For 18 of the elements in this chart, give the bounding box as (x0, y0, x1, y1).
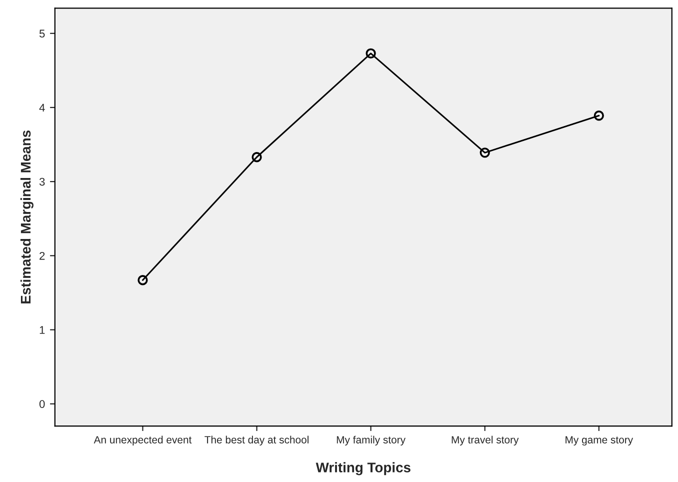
y-tick-label: 3 (39, 178, 45, 186)
x-tick-label: My game story (566, 436, 634, 446)
y-tick-label: 5 (39, 30, 45, 38)
point (480, 148, 490, 158)
x-tick-label: My travel story (452, 436, 519, 446)
x-tick-label: My family story (336, 436, 406, 446)
y-tick-label: 0 (39, 400, 45, 408)
point (594, 110, 604, 121)
point (138, 275, 148, 286)
x-axis-title: Writing Topics (316, 462, 410, 476)
x-tick-label: An unexpected event (94, 436, 192, 446)
y-tick-label: 4 (39, 104, 45, 112)
point (252, 152, 262, 162)
x-tick-label: The best day at school (204, 436, 308, 446)
y-axis-title: Estimated Marginal Means (20, 130, 34, 304)
point (366, 48, 376, 58)
y-tick-label: 1 (40, 326, 45, 334)
y-tick-label: 2 (40, 252, 45, 260)
